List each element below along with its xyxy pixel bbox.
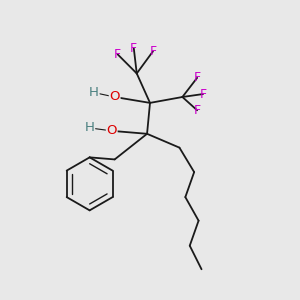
Text: O: O bbox=[110, 91, 120, 103]
Text: H: H bbox=[85, 122, 94, 134]
Text: F: F bbox=[200, 88, 207, 100]
Text: F: F bbox=[194, 71, 201, 84]
Text: O: O bbox=[106, 124, 117, 137]
Text: F: F bbox=[130, 42, 137, 55]
Text: F: F bbox=[194, 104, 201, 117]
Text: F: F bbox=[149, 45, 157, 58]
Text: F: F bbox=[114, 48, 121, 61]
Text: H: H bbox=[89, 86, 99, 99]
